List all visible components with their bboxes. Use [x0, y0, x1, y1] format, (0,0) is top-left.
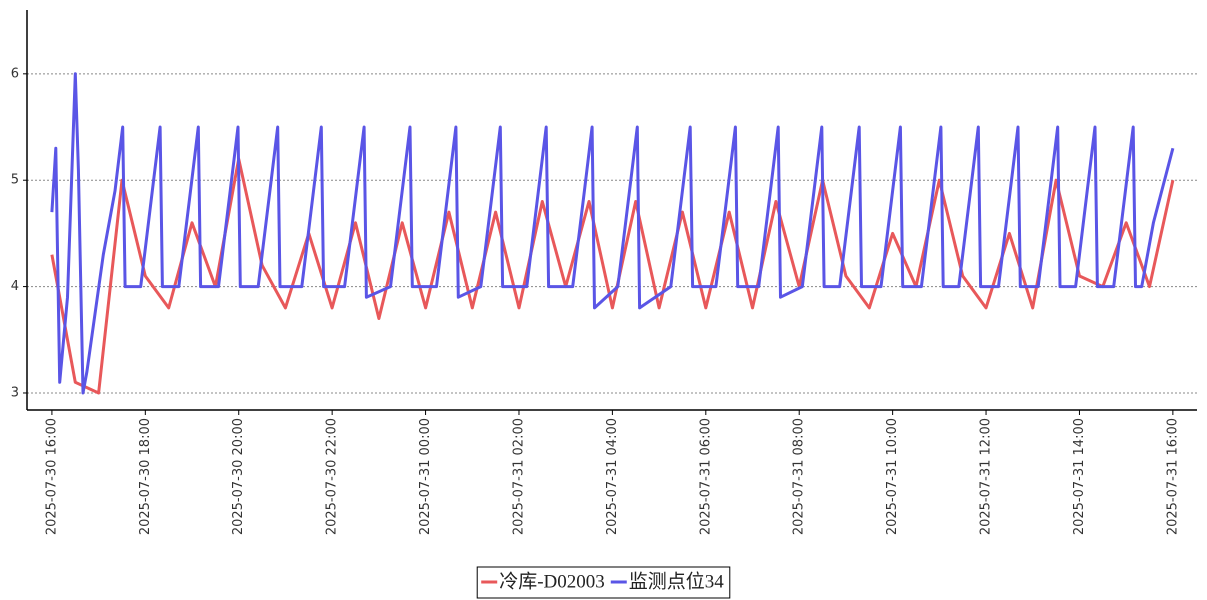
legend-box: [476, 566, 731, 599]
x-tick-label: 2025-07-31 10:00: [885, 418, 900, 535]
x-tick-label: 2025-07-30 18:00: [138, 418, 153, 535]
y-tick-label: 4: [11, 279, 19, 294]
legend-label: 监测点位34: [629, 570, 725, 592]
x-tick-label: 2025-07-30 20:00: [231, 418, 246, 535]
series-line: [50, 72, 1175, 395]
x-tick-label: 2025-07-31 14:00: [1072, 418, 1087, 535]
x-tick-label: 2025-07-31 16:00: [1165, 418, 1180, 535]
x-tick-label: 2025-07-30 16:00: [44, 418, 59, 535]
x-tick-label: 2025-07-31 08:00: [792, 418, 807, 535]
legend: 冷库-D02003 监测点位34: [476, 566, 731, 599]
y-tick-label: 3: [11, 385, 19, 400]
y-tick-label: 6: [11, 66, 19, 81]
x-tick-label: 2025-07-30 22:00: [325, 418, 340, 535]
y-tick-label: 5: [11, 173, 19, 188]
x-tick-label: 2025-07-31 04:00: [605, 418, 620, 535]
x-tick-label: 2025-07-31 00:00: [418, 418, 433, 535]
legend-label: 冷库-D02003: [499, 570, 605, 592]
x-tick-label: 2025-07-31 12:00: [979, 418, 994, 535]
x-tick-label: 2025-07-31 02:00: [511, 418, 526, 535]
x-tick-label: 2025-07-31 06:00: [698, 418, 713, 535]
